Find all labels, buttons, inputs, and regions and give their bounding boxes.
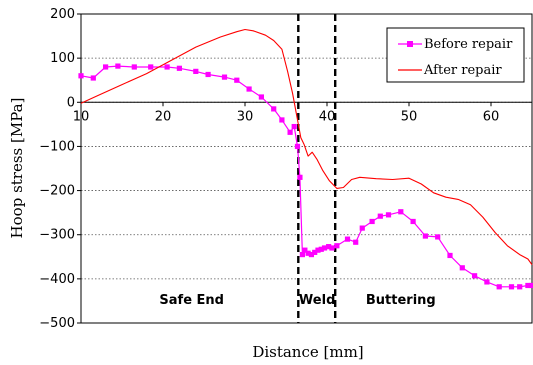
data-point [318, 246, 324, 252]
data-point [529, 282, 533, 289]
data-point [359, 225, 365, 231]
region-boundaries [297, 14, 337, 323]
region-label: Safe End [159, 293, 224, 308]
y-tick-label: −300 [39, 228, 75, 243]
data-point [205, 71, 211, 78]
series-layer [78, 28, 533, 290]
data-point [164, 64, 170, 70]
data-point [410, 218, 416, 225]
y-tick-label: −200 [39, 184, 75, 199]
data-point [472, 273, 478, 279]
data-point [329, 245, 335, 251]
legend-box [386, 27, 525, 83]
data-point [234, 77, 240, 83]
x-tick-label: 40 [319, 109, 336, 124]
legend-after-label: After repair [423, 63, 502, 78]
data-point [131, 64, 137, 70]
y-tick-label: 0 [67, 95, 75, 110]
data-point [271, 106, 277, 112]
data-point [312, 249, 318, 255]
y-tick-label: 100 [50, 51, 75, 66]
data-point [294, 143, 301, 150]
data-point [308, 251, 315, 258]
x-axis-title: Distance [mm] [252, 343, 363, 361]
y-axis-ticks: 200 100 0 −100 −200 −300 −400 −500 [39, 7, 81, 331]
data-point [525, 282, 531, 289]
data-point [258, 94, 264, 100]
data-point [279, 117, 285, 123]
data-point [221, 74, 228, 80]
x-axis-ticks: 10 20 30 40 50 60 [73, 102, 500, 124]
x-tick-label: 30 [237, 109, 254, 124]
y-axis-title: Hoop stress [MPa] [8, 98, 26, 239]
data-point [115, 63, 121, 69]
data-point [305, 250, 311, 256]
data-point [287, 129, 293, 135]
legend-before-marker [407, 41, 413, 47]
data-point [508, 284, 515, 290]
data-point [78, 73, 84, 79]
y-tick-label: −500 [39, 316, 75, 331]
y-tick-label: 200 [50, 7, 75, 22]
data-point [422, 233, 428, 239]
y-tick-label: −400 [39, 272, 75, 287]
data-point [517, 284, 523, 290]
y-tick-label: −100 [39, 139, 75, 154]
series-line-after-repair [80, 28, 533, 266]
data-point [176, 65, 182, 71]
data-point [385, 212, 392, 218]
region-label: Buttering [366, 293, 436, 308]
data-point [496, 284, 502, 290]
data-point [302, 247, 308, 253]
plot-frame [80, 13, 533, 324]
gridlines [81, 57, 532, 280]
data-point [90, 75, 96, 81]
data-point [321, 245, 328, 251]
data-point [299, 251, 305, 258]
data-point [103, 64, 109, 70]
data-point [297, 174, 303, 180]
data-point [484, 279, 490, 285]
data-point [334, 243, 340, 249]
region-label: Weld [299, 293, 335, 308]
data-point [246, 86, 252, 92]
x-tick-label: 10 [73, 109, 90, 124]
x-tick-label: 50 [401, 109, 418, 124]
data-point [315, 247, 321, 253]
data-point [148, 64, 154, 70]
data-point [291, 123, 297, 130]
legend-before-label: Before repair [424, 37, 513, 52]
data-point [377, 213, 383, 219]
data-point [435, 234, 441, 240]
data-point [369, 218, 375, 225]
data-point [353, 239, 359, 245]
x-tick-label: 60 [483, 109, 500, 124]
region-labels: Safe End Weld Buttering [159, 293, 435, 308]
data-point [459, 265, 465, 271]
data-point [398, 209, 404, 215]
data-point [326, 244, 332, 250]
x-tick-label: 20 [155, 109, 172, 124]
legend: Before repair After repair [386, 27, 525, 83]
data-point [193, 68, 199, 74]
data-point [344, 236, 351, 242]
data-point [447, 252, 453, 259]
